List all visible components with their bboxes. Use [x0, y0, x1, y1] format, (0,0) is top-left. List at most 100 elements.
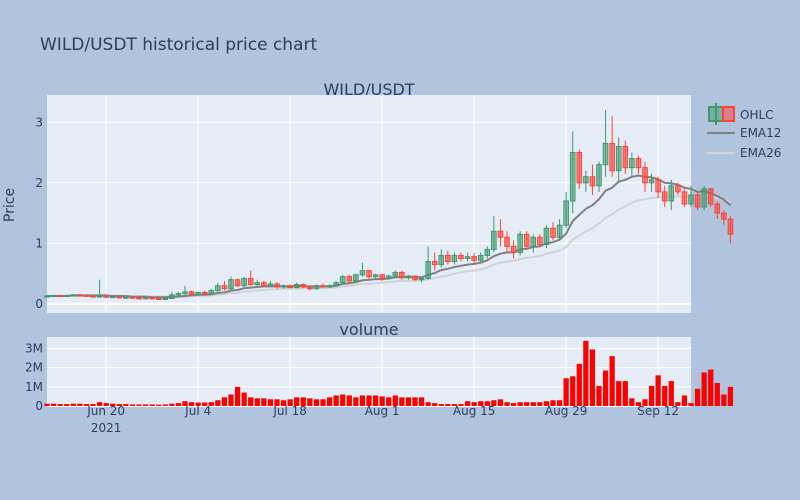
- candle-body: [596, 164, 602, 187]
- candle-26: [215, 282, 221, 292]
- volume-bar-14: [136, 404, 142, 406]
- candle-41: [313, 284, 320, 290]
- candle-body: [477, 254, 484, 261]
- candle-body: [359, 270, 366, 276]
- candle-body: [635, 158, 642, 169]
- candle-body: [261, 282, 267, 287]
- volume-bar-69: [497, 399, 504, 406]
- legend-item-ohlc[interactable]: OHLC: [708, 103, 774, 125]
- volume-bar-37: [287, 399, 293, 406]
- volume-bar-9: [103, 403, 109, 406]
- candle-body: [399, 271, 405, 278]
- volume-bar-100: [701, 372, 707, 406]
- candle-body: [44, 295, 50, 298]
- candle-body: [353, 274, 359, 282]
- volume-bar-40: [307, 398, 313, 406]
- candle-body: [543, 227, 550, 246]
- volume-bar-35: [274, 399, 280, 406]
- candle-body: [569, 152, 576, 202]
- candle-body: [379, 274, 385, 279]
- candle-4: [70, 294, 77, 297]
- volume-bar-84: [596, 385, 602, 406]
- volume-bar-101: [708, 369, 714, 406]
- candle-body: [589, 176, 596, 187]
- candle-body: [326, 285, 333, 288]
- candle-body: [50, 294, 57, 297]
- candle-body: [537, 236, 543, 246]
- candle-31: [247, 270, 254, 286]
- candle-24: [201, 290, 208, 295]
- candle-66: [477, 252, 484, 262]
- candle-body: [333, 282, 339, 287]
- candle-body: [510, 245, 517, 253]
- candle-83: [589, 164, 596, 195]
- candle-96: [675, 182, 681, 195]
- candle-65: [471, 253, 477, 263]
- candle-body: [392, 271, 399, 277]
- volume-bar-19: [169, 403, 175, 406]
- candle-body: [668, 185, 675, 202]
- volume-panel-title: volume: [339, 320, 398, 339]
- candle-48: [359, 262, 366, 277]
- volume-bar-45: [340, 394, 346, 406]
- volume-bar-79: [563, 378, 569, 406]
- candle-20: [175, 291, 182, 297]
- volume-bar-33: [261, 398, 267, 406]
- candle-body: [293, 284, 300, 289]
- volume-bar-97: [681, 395, 688, 406]
- candle-22: [188, 290, 195, 296]
- candle-17: [155, 297, 162, 300]
- volume-bar-34: [267, 399, 274, 406]
- candle-body: [307, 286, 313, 290]
- candle-body: [149, 297, 155, 300]
- volume-bar-80: [570, 376, 576, 406]
- volume-bar-20: [175, 403, 182, 406]
- candle-body: [103, 295, 109, 298]
- candle-50: [372, 273, 379, 280]
- candle-95: [668, 179, 675, 211]
- candle-body: [431, 261, 438, 266]
- price-axis-label: Price: [2, 188, 18, 222]
- candle-6: [83, 294, 90, 297]
- legend-item-ema26[interactable]: EMA26: [707, 146, 781, 160]
- volume-bar-3: [64, 404, 70, 406]
- candle-34: [267, 280, 274, 287]
- candle-53: [392, 270, 399, 278]
- candle-body: [445, 254, 451, 263]
- candle-43: [326, 284, 333, 289]
- volume-bar-21: [182, 401, 188, 406]
- candles-layer: [44, 110, 734, 300]
- volume-bar-5: [77, 403, 83, 406]
- candle-71: [510, 240, 517, 259]
- candle-86: [609, 116, 615, 177]
- volume-bar-4: [70, 403, 76, 406]
- candle-80: [569, 131, 576, 214]
- volume-bar-50: [372, 395, 379, 406]
- volume-bar-0: [44, 403, 50, 406]
- volume-bar-96: [675, 402, 681, 406]
- candle-body: [241, 277, 247, 287]
- volume-bar-59: [432, 403, 438, 406]
- candle-body: [688, 194, 694, 205]
- volume-bar-15: [142, 404, 149, 406]
- candle-body: [425, 261, 431, 279]
- price-panel-title: WILD/USDT: [323, 80, 414, 99]
- volume-bar-57: [418, 397, 425, 406]
- x-tick-label-3: Aug 1: [365, 404, 400, 418]
- x-axis-ticks: Jun 20 2021 Jul 4 Jul 18 Aug 1 Aug 15 Aug 29 Se…: [86, 404, 679, 435]
- volume-bar-66: [478, 401, 484, 406]
- volume-bar-42: [320, 399, 326, 406]
- candle-body: [701, 188, 707, 208]
- price-y-tick-0: 0: [35, 297, 43, 311]
- volume-bar-103: [721, 394, 727, 406]
- candle-body: [727, 218, 734, 235]
- candle-body: [234, 279, 241, 287]
- candle-body: [642, 167, 648, 184]
- x-tick-label-5: Aug 29: [545, 404, 588, 418]
- legend-item-ema12[interactable]: EMA12: [707, 126, 781, 140]
- candle-body: [675, 185, 681, 193]
- volume-bar-17: [156, 404, 162, 406]
- volume-bars: [44, 340, 734, 406]
- candle-14: [136, 297, 142, 300]
- candle-97: [681, 188, 688, 208]
